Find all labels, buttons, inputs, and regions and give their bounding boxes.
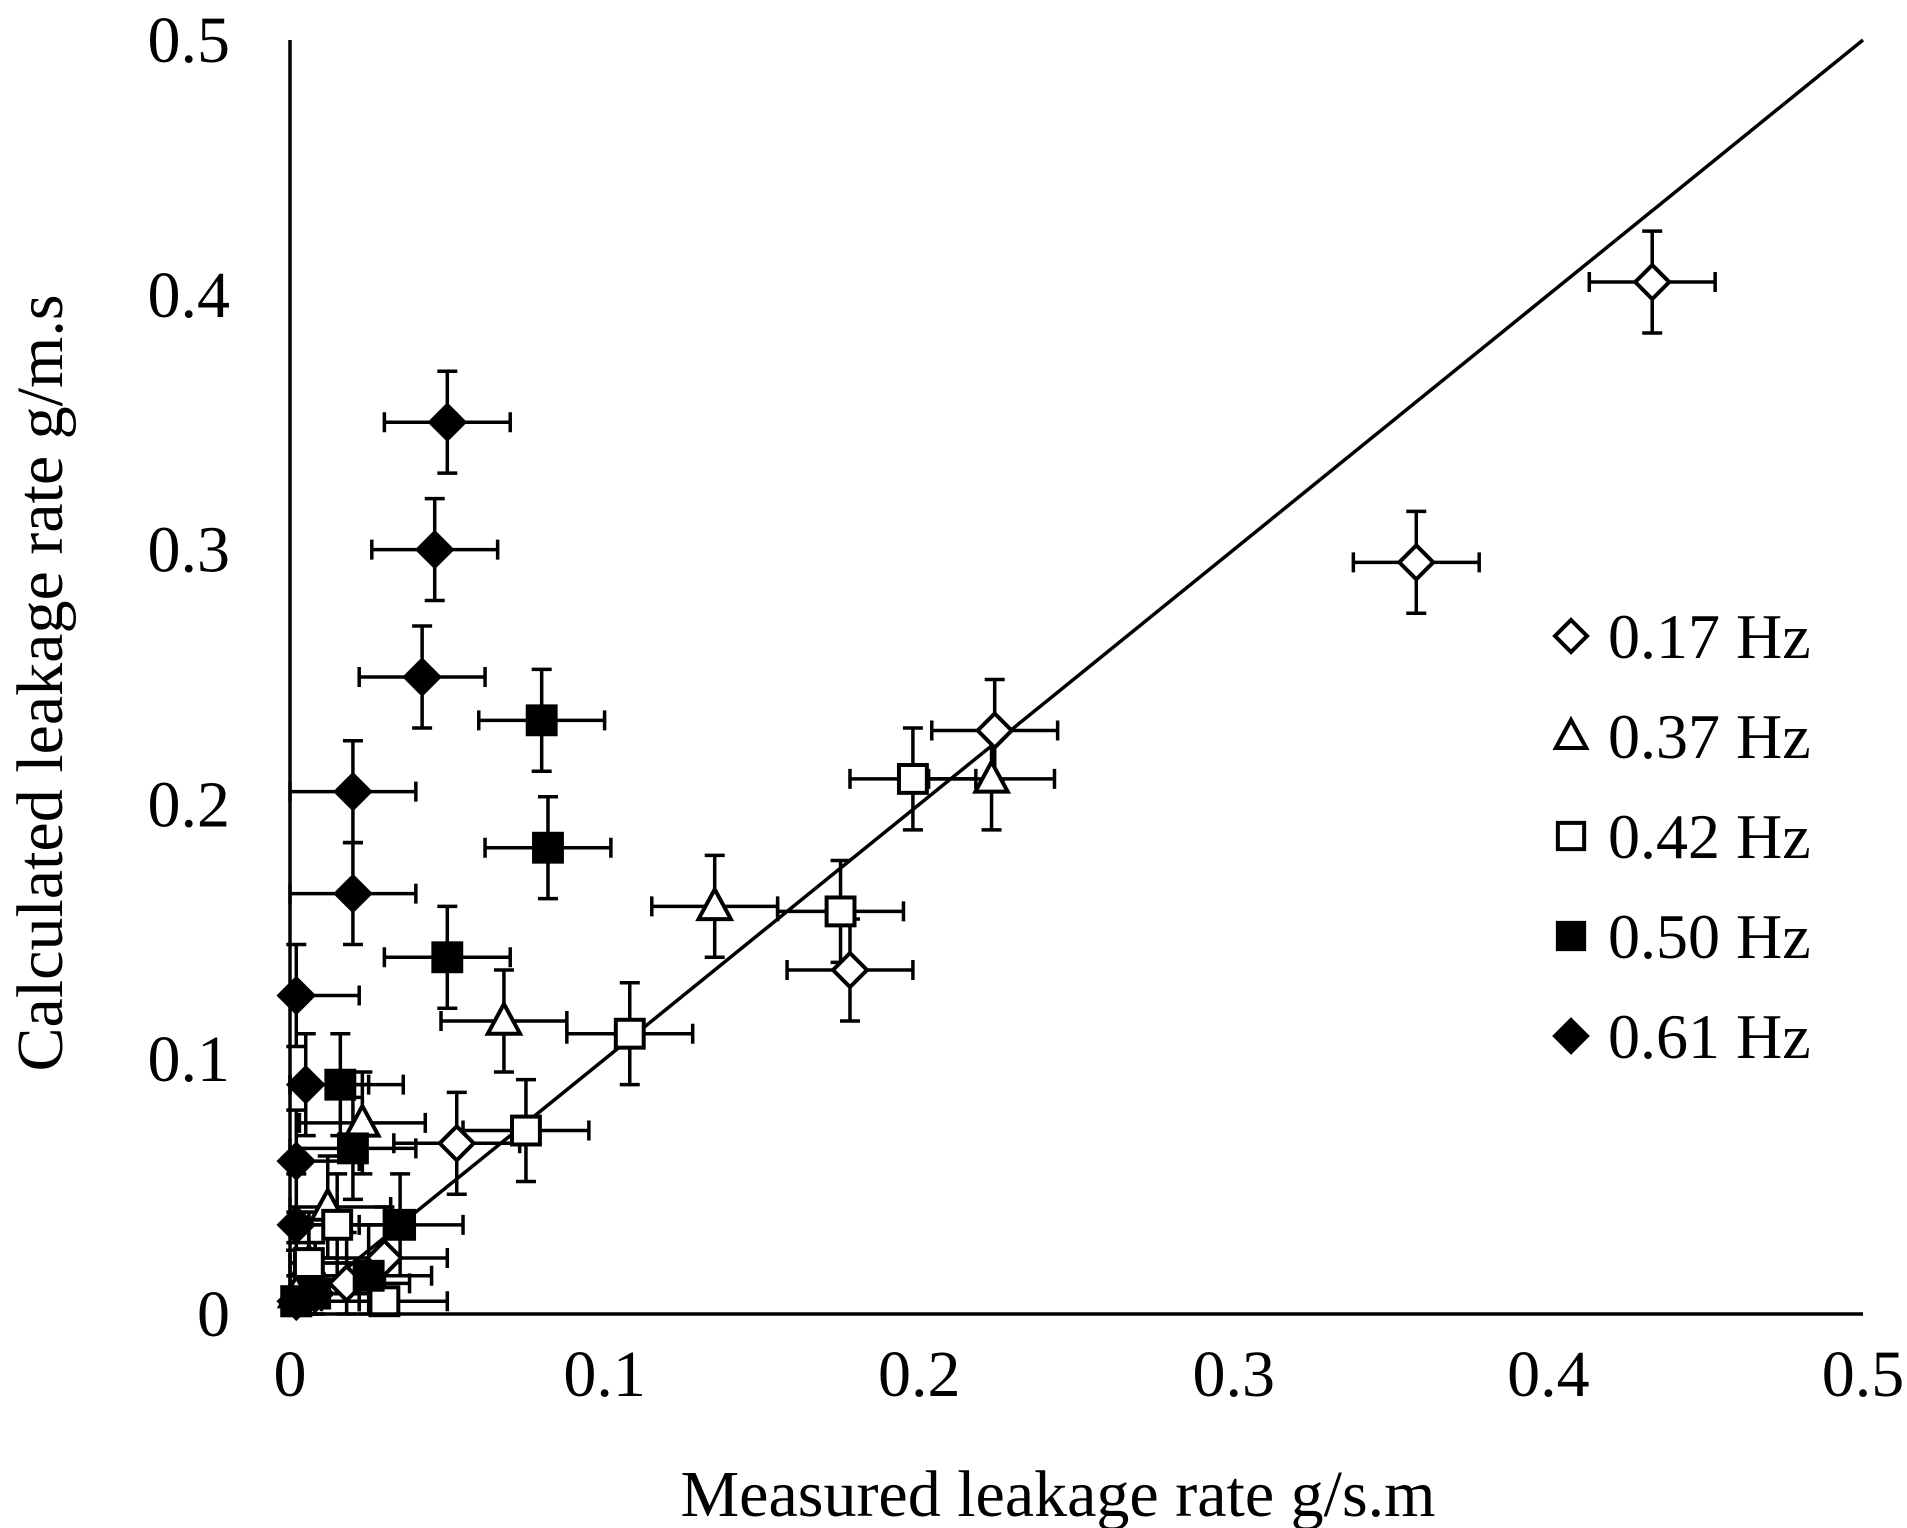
y-axis-title: Calculated leakage rate g/m.s (4, 295, 77, 1072)
data-point-0-17-hz (974, 710, 1015, 751)
x-tick-label: 0.1 (563, 1338, 646, 1411)
data-point-0-50-hz (532, 831, 564, 864)
legend-marker-0-37-hz (1552, 715, 1590, 750)
legend-marker-0-50-hz (1555, 920, 1587, 952)
legend-marker-0-42-hz (1555, 820, 1587, 852)
data-point-0-50-hz (384, 1208, 417, 1241)
error-bar-layer (286, 229, 1717, 1316)
legend-label-0-37-hz: 0.37 Hz (1608, 701, 1811, 772)
data-point-0-61-hz (276, 1141, 317, 1181)
data-point-0-17-hz (436, 1123, 477, 1164)
data-point-0-42-hz (510, 1114, 542, 1147)
x-tick-label: 0.4 (1507, 1338, 1590, 1411)
data-point-0-61-hz (276, 1204, 317, 1245)
data-point-0-50-hz (525, 704, 558, 737)
x-axis-title: Measured leakage rate g/s.m (680, 1458, 1435, 1528)
legend-marker-0-17-hz (1552, 617, 1590, 655)
legend-label-0-17-hz: 0.17 Hz (1608, 601, 1811, 672)
reference-line-layer (288, 38, 1865, 1316)
data-point-0-50-hz (431, 941, 464, 974)
legend-label-0-61-hz: 0.61 Hz (1608, 1001, 1811, 1072)
data-point-0-42-hz (896, 762, 929, 795)
data-point-0-61-hz (414, 529, 455, 570)
y-tick-label: 0.1 (148, 1023, 231, 1096)
one-to-one-reference-line (288, 38, 1865, 1316)
data-point-0-50-hz (324, 1068, 357, 1101)
legend: 0.17 Hz 0.37 Hz 0.42 Hz 0.50 Hz 0.61 Hz (1552, 601, 1811, 1072)
x-tick-label: 0.2 (878, 1338, 961, 1411)
x-tick-label: 0.5 (1822, 1338, 1905, 1411)
data-point-0-61-hz (285, 1064, 326, 1105)
legend-label-0-42-hz: 0.42 Hz (1608, 801, 1811, 872)
data-point-0-61-hz (333, 771, 373, 812)
y-tick-label: 0.5 (148, 4, 231, 77)
legend-marker-0-61-hz (1552, 1017, 1590, 1055)
y-tick-label: 0.4 (148, 259, 231, 332)
data-point-0-42-hz (368, 1285, 401, 1318)
data-point-0-37-hz (972, 757, 1012, 794)
data-point-0-50-hz (336, 1132, 369, 1165)
data-point-0-17-hz (1396, 542, 1437, 583)
data-point-0-50-hz (352, 1259, 385, 1292)
y-tick-label: 0 (197, 1278, 230, 1351)
x-tick-label: 0.3 (1193, 1338, 1276, 1411)
y-tick-label: 0.2 (148, 768, 231, 841)
data-point-0-50-hz (280, 1285, 313, 1318)
data-point-0-61-hz (276, 975, 317, 1016)
data-point-layer (276, 262, 1673, 1322)
data-point-0-37-hz (695, 885, 735, 922)
data-point-0-42-hz (292, 1247, 325, 1279)
data-point-0-42-hz (613, 1017, 646, 1050)
data-point-0-61-hz (427, 402, 468, 443)
data-point-0-17-hz (1632, 262, 1673, 302)
legend-label-0-50-hz: 0.50 Hz (1608, 901, 1811, 972)
data-point-0-61-hz (402, 657, 442, 697)
y-tick-label: 0.3 (148, 514, 231, 587)
data-point-0-42-hz (824, 895, 857, 928)
data-point-0-61-hz (333, 873, 373, 914)
data-point-0-42-hz (321, 1208, 354, 1241)
data-point-0-17-hz (830, 950, 870, 990)
data-point-0-37-hz (484, 999, 524, 1036)
axes (288, 40, 1863, 1316)
x-tick-label: 0 (274, 1338, 307, 1411)
data-point-0-37-hz (342, 1101, 382, 1138)
tick-labels: 0 0.1 0.2 0.3 0.4 0.5 0 0.1 0.2 0.3 0.4 0.5 (148, 4, 1905, 1411)
